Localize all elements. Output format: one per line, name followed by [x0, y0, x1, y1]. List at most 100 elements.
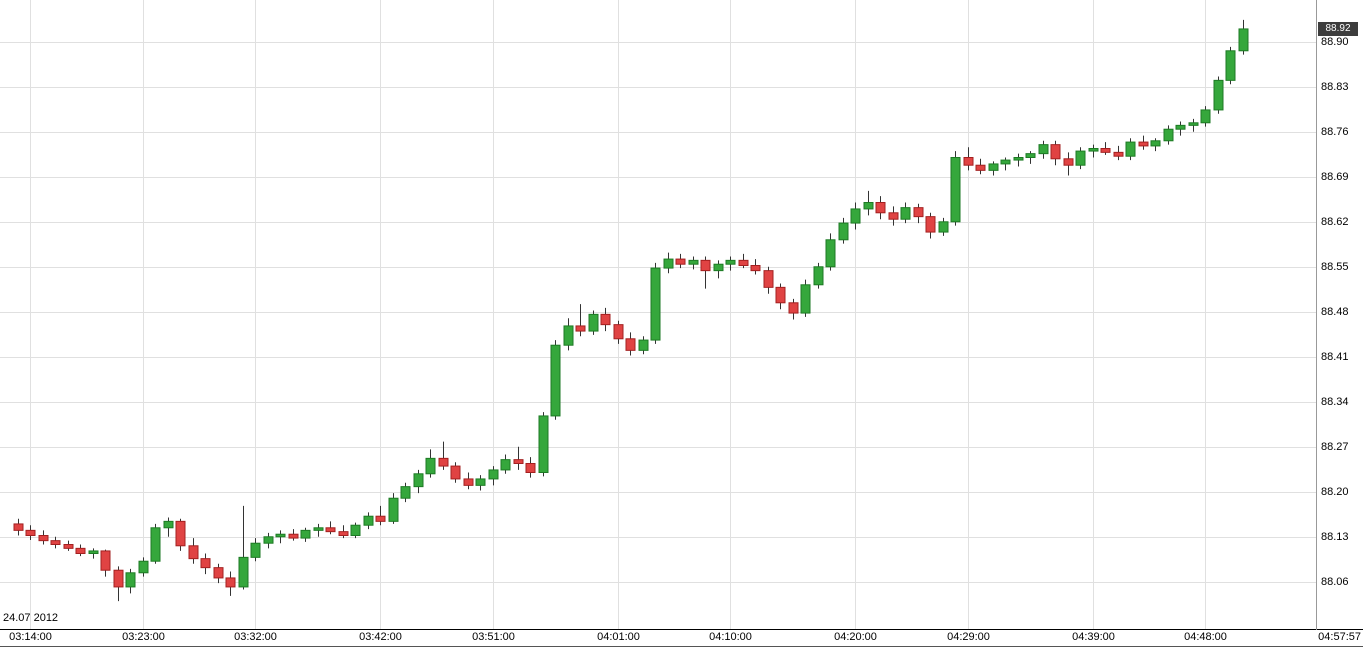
candle-down: [738, 259, 749, 267]
candle-down: [1138, 141, 1149, 147]
candle-up: [138, 560, 149, 574]
candle-down: [450, 465, 461, 480]
time-axis-tick: 04:39:00: [1072, 631, 1115, 643]
candle-up: [238, 556, 249, 588]
candle-down: [600, 313, 611, 326]
candle-up: [1150, 140, 1161, 147]
candle-down: [1063, 158, 1074, 166]
candle-up: [300, 529, 311, 539]
candle-down: [525, 463, 536, 473]
price-axis-tick: 88.69: [1321, 170, 1349, 183]
candle-up: [813, 266, 824, 286]
candle-up: [150, 527, 161, 562]
candle-up: [563, 325, 574, 346]
candle-down: [338, 531, 349, 537]
candle-down: [113, 569, 124, 588]
candle-down: [888, 212, 899, 220]
candle-up: [475, 478, 486, 486]
candle-down: [463, 478, 474, 486]
candle-down: [188, 545, 199, 560]
candle-up: [800, 284, 811, 314]
candle-down: [50, 540, 61, 546]
candle-down: [1100, 148, 1111, 153]
time-axis-tick: 04:20:00: [834, 631, 877, 643]
candle-down: [200, 558, 211, 569]
candle-up: [500, 459, 511, 471]
candle-down: [700, 259, 711, 272]
current-price-badge: 88.92: [1318, 22, 1358, 36]
candle-down: [438, 457, 449, 467]
time-axis-tick: 04:10:00: [709, 631, 752, 643]
candle-up: [313, 527, 324, 531]
candle-down: [913, 207, 924, 218]
candle-up: [488, 469, 499, 480]
candle-down: [38, 535, 49, 542]
candle-up: [263, 536, 274, 544]
candle-down: [375, 515, 386, 522]
candle-down: [100, 550, 111, 571]
candle-up: [850, 208, 861, 224]
price-axis-tick: 88.20: [1321, 485, 1349, 498]
candle-down: [25, 529, 36, 536]
candle-down: [775, 286, 786, 304]
candle-up: [1088, 148, 1099, 152]
candle-down: [513, 459, 524, 464]
candle-up: [425, 457, 436, 475]
candle-down: [63, 544, 74, 549]
candle-down: [875, 202, 886, 214]
candle-up: [1200, 109, 1211, 124]
candle-up: [1175, 124, 1186, 130]
candle-up: [163, 520, 174, 529]
candle-up: [688, 259, 699, 265]
candle-up: [900, 207, 911, 220]
candle-down: [750, 265, 761, 272]
time-axis-tick: 03:23:00: [122, 631, 165, 643]
candle-up: [638, 339, 649, 351]
price-axis-tick: 88.27: [1321, 440, 1349, 453]
price-axis-tick: 88.83: [1321, 80, 1349, 93]
candle-up: [1000, 159, 1011, 165]
candle-up: [725, 259, 736, 265]
candle-up: [363, 515, 374, 526]
candle-down: [763, 270, 774, 288]
candle-down: [325, 527, 336, 533]
price-axis-tick: 88.06: [1321, 575, 1349, 588]
price-axis-tick: 88.55: [1321, 260, 1349, 273]
candle-down: [625, 338, 636, 351]
candle-up: [275, 533, 286, 538]
candle-up: [588, 313, 599, 332]
candle-up: [938, 221, 949, 233]
candle-down: [963, 157, 974, 166]
time-axis-tick: 03:51:00: [472, 631, 515, 643]
candle-down: [925, 216, 936, 233]
candle-up: [1013, 157, 1024, 161]
candle-up: [350, 524, 361, 537]
candle-down: [213, 567, 224, 579]
candle-up: [863, 202, 874, 210]
price-axis-tick: 88.76: [1321, 125, 1349, 138]
time-axis-tick: 04:29:00: [947, 631, 990, 643]
price-axis-tick: 88.13: [1321, 530, 1349, 543]
candle-down: [788, 302, 799, 314]
candle-up: [1025, 153, 1036, 158]
candle-down: [225, 577, 236, 588]
candle-up: [538, 415, 549, 473]
candle-up: [1163, 128, 1174, 142]
candle-up: [650, 267, 661, 341]
candle-down: [575, 325, 586, 332]
candle-up: [713, 263, 724, 272]
candle-up: [663, 258, 674, 269]
price-axis-tick: 88.90: [1321, 35, 1349, 48]
candle-up: [988, 163, 999, 171]
candle-up: [838, 222, 849, 241]
candle-down: [175, 520, 186, 547]
current-time-label: 04:57:57: [1318, 631, 1361, 643]
time-axis-tick: 03:14:00: [9, 631, 52, 643]
candle-up: [550, 344, 561, 417]
price-axis-tick: 88.62: [1321, 215, 1349, 228]
candle-up: [1075, 150, 1086, 166]
candle-up: [388, 497, 399, 522]
price-axis-tick: 88.41: [1321, 350, 1349, 363]
